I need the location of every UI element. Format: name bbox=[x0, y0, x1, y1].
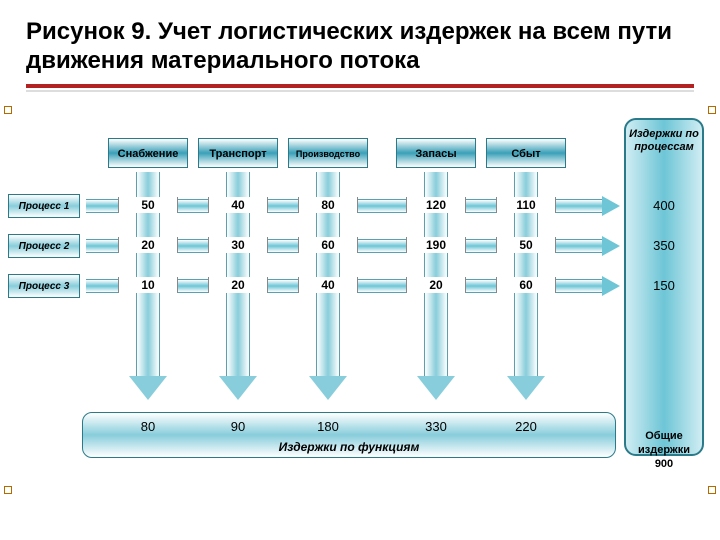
column-header: Сбыт bbox=[486, 138, 566, 168]
cost-matrix-diagram: Издержки попроцессам СнабжениеТранспортП… bbox=[26, 110, 694, 490]
cost-cell: 80 bbox=[298, 197, 358, 213]
title-rule-shadow bbox=[26, 90, 694, 92]
column-total: 90 bbox=[208, 419, 268, 434]
process-label: Процесс 1 bbox=[8, 194, 80, 218]
cost-cell: 120 bbox=[406, 197, 466, 213]
corner-marker bbox=[4, 486, 12, 494]
column-total: 80 bbox=[118, 419, 178, 434]
row-total: 400 bbox=[624, 198, 704, 213]
cost-cell: 30 bbox=[208, 237, 268, 253]
grand-total-label: Общие издержки 900 bbox=[624, 429, 704, 472]
column-header: Снабжение bbox=[108, 138, 188, 168]
cost-cell: 190 bbox=[406, 237, 466, 253]
corner-marker bbox=[708, 106, 716, 114]
row-total: 150 bbox=[624, 278, 704, 293]
column-header: Транспорт bbox=[198, 138, 278, 168]
corner-marker bbox=[4, 106, 12, 114]
column-total: 220 bbox=[496, 419, 556, 434]
cost-cell: 110 bbox=[496, 197, 556, 213]
cost-cell: 10 bbox=[118, 277, 178, 293]
process-label: Процесс 3 bbox=[8, 274, 80, 298]
title-rule bbox=[26, 84, 694, 88]
cost-cell: 40 bbox=[208, 197, 268, 213]
corner-marker bbox=[708, 486, 716, 494]
cost-cell: 60 bbox=[496, 277, 556, 293]
cost-cell: 20 bbox=[118, 237, 178, 253]
slide-title: Рисунок 9. Учет логистических издержек н… bbox=[26, 18, 694, 76]
cost-cell: 40 bbox=[298, 277, 358, 293]
cost-cell: 60 bbox=[298, 237, 358, 253]
process-totals-label: Издержки попроцессам bbox=[624, 128, 704, 156]
process-label: Процесс 2 bbox=[8, 234, 80, 258]
column-total: 180 bbox=[298, 419, 358, 434]
cost-cell: 20 bbox=[208, 277, 268, 293]
cost-cell: 50 bbox=[496, 237, 556, 253]
cost-cell: 20 bbox=[406, 277, 466, 293]
column-header: Запасы bbox=[396, 138, 476, 168]
cost-cell: 50 bbox=[118, 197, 178, 213]
column-header: Производство bbox=[288, 138, 368, 168]
function-totals-label: Издержки по функциям bbox=[82, 440, 616, 454]
row-total: 350 bbox=[624, 238, 704, 253]
column-total: 330 bbox=[406, 419, 466, 434]
